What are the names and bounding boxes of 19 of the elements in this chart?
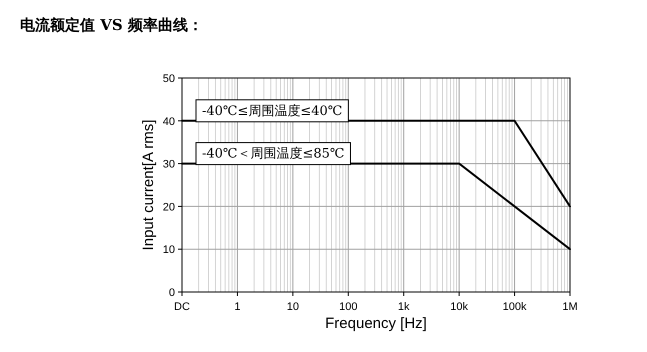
series-label: -40℃≤周围温度≤40℃ (202, 102, 342, 119)
y-tick-label: 50 (162, 73, 175, 85)
x-tick-label: 1k (398, 301, 410, 313)
x-tick-label: 100 (339, 301, 358, 313)
x-tick-label: 1M (562, 301, 578, 313)
x-tick-label: 100k (502, 301, 527, 313)
y-tick-label: 0 (168, 287, 175, 299)
y-tick-label: 40 (162, 116, 175, 128)
x-tick-label: 10k (450, 301, 469, 313)
series-label: -40℃＜周围温度≤85℃ (202, 146, 344, 162)
y-tick-label: 20 (162, 201, 175, 214)
x-tick-label: 1 (234, 301, 240, 313)
y-tick-label: 30 (162, 158, 175, 171)
y-axis-title: Input current[A rms] (140, 120, 157, 250)
y-tick-label: 10 (162, 244, 175, 256)
chart-title: 电流额定值 VS 频率曲线： (20, 16, 203, 34)
x-tick-label: 10 (286, 301, 299, 313)
x-axis-title: Frequency [Hz] (325, 315, 427, 332)
x-tick-label: DC (174, 301, 190, 313)
